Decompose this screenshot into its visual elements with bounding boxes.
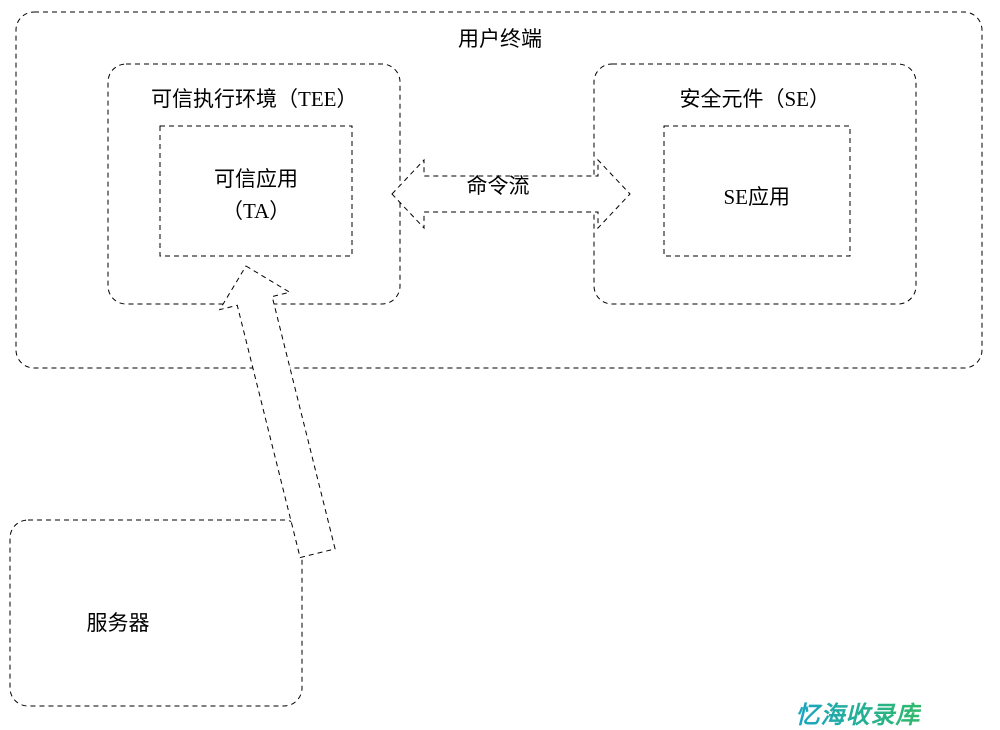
terminal-label: 用户终端 bbox=[458, 23, 542, 53]
se-app-label: SE应用 bbox=[724, 181, 791, 211]
tee-label: 可信执行环境（TEE） bbox=[151, 83, 357, 113]
server-label: 服务器 bbox=[87, 607, 150, 637]
diagram-canvas bbox=[0, 0, 1000, 726]
command-flow-label: 命令流 bbox=[467, 170, 530, 200]
se-label: 安全元件（SE） bbox=[680, 83, 831, 113]
ta-label-line2: （TA） bbox=[222, 195, 290, 225]
ta-label-line1: 可信应用 bbox=[214, 163, 298, 193]
watermark-text: 忆海收录库 bbox=[796, 695, 921, 730]
server-to-ta-arrow bbox=[211, 257, 352, 562]
